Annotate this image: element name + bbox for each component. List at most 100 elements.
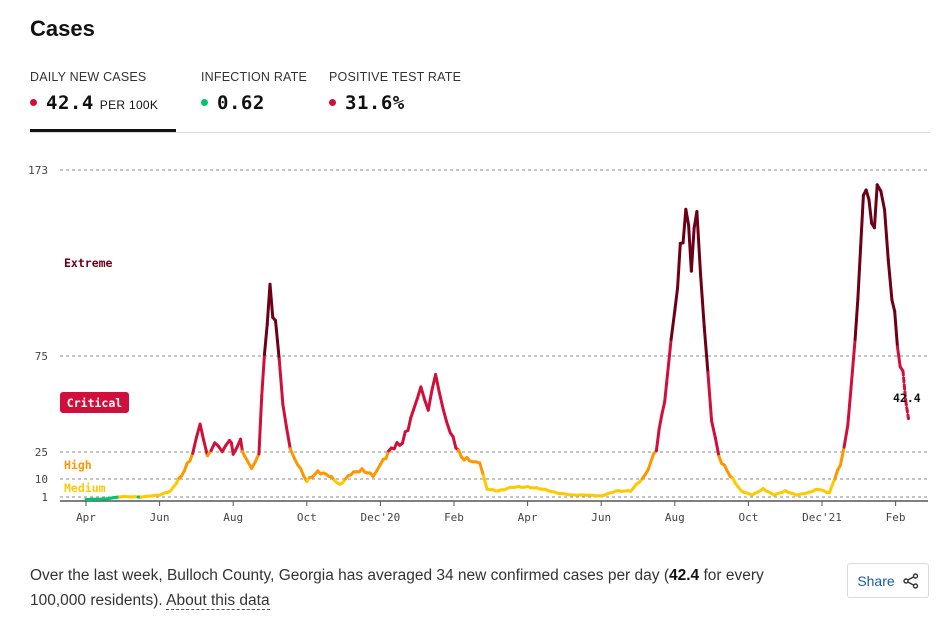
series-line-segment [842, 424, 850, 449]
series-line-segment [867, 197, 874, 225]
y-tick-label: 10 [35, 473, 48, 486]
series-line-segment [478, 461, 485, 478]
series-line-segment [879, 189, 887, 212]
series-line-segment [864, 188, 871, 201]
summary-bold-value: 42.4 [669, 567, 700, 584]
series-line-segment [281, 403, 289, 430]
last-value-label: 42.4 [893, 391, 921, 405]
series-line-segment [853, 297, 860, 341]
series-line-segment [886, 258, 894, 302]
series-line-segment [198, 422, 206, 443]
risk-label-critical: Critical [67, 396, 122, 410]
series-line-segment [893, 309, 899, 349]
series-line-segment [657, 412, 664, 431]
x-tick-label: Feb [444, 511, 464, 524]
series-line-segment [274, 319, 281, 361]
series-line-segment [833, 468, 840, 481]
risk-badge-critical [60, 392, 129, 413]
x-tick-label: Apr [518, 511, 538, 524]
series-line-segment [426, 388, 434, 412]
x-tick-label: Aug [665, 511, 685, 524]
tab-positive-test-rate[interactable]: POSITIVE TEST RATE 31.6% [329, 70, 461, 114]
x-tick-label: Apr [76, 511, 96, 524]
summary-text: Over the last week, Bulloch County, Geor… [30, 563, 810, 613]
risk-label-high: High [64, 458, 92, 472]
series-line-segment [710, 419, 717, 440]
positive-test-rate-value: 31.6% [345, 92, 405, 114]
series-line-segment [706, 371, 714, 423]
series-line-segment [673, 286, 680, 313]
x-tick-label: Dec'21 [802, 511, 842, 524]
series-line-segment [451, 435, 458, 450]
series-line-segment [400, 430, 407, 445]
series-line-segment [412, 397, 419, 412]
series-line-segment [904, 399, 910, 421]
tab-infection-rate[interactable]: INFECTION RATE 0.62 [201, 70, 307, 114]
series-line-segment [288, 447, 296, 459]
x-tick-label: Oct [297, 511, 317, 524]
series-line-segment [481, 474, 489, 491]
series-line-segment [239, 437, 244, 453]
series-line-segment [702, 325, 710, 375]
x-tick-label: Jun [150, 511, 170, 524]
series-line-segment [419, 385, 427, 401]
tab-daily-new-cases[interactable]: DAILY NEW CASES 42.4 PER 100K [30, 70, 176, 132]
series-line-segment [872, 183, 879, 230]
series-line-segment [268, 282, 275, 319]
x-tick-label: Jun [591, 511, 611, 524]
tab-label: INFECTION RATE [201, 70, 308, 84]
cases-chart: 1 10 25 75 173 Apr Jun Aug Oct Dec'20 Feb Apr Jun Aug… [28, 164, 928, 524]
series-line-segment [859, 193, 865, 249]
series-line-segment [895, 345, 902, 369]
status-dot [30, 99, 37, 107]
y-tick-label: 1 [41, 491, 48, 504]
summary-text-before: Over the last week, Bulloch County, Geor… [30, 567, 669, 584]
series-line-segment [669, 309, 677, 341]
share-icon [902, 572, 918, 589]
summary-text-after: for every 100,000 residents). [30, 567, 764, 609]
tab-label: POSITIVE TEST RATE [329, 70, 462, 84]
y-tick-label: 75 [35, 350, 48, 363]
series-line-segment [676, 241, 682, 290]
x-tick-label: Dec'20 [361, 511, 401, 524]
x-tick-label: Feb [886, 511, 906, 524]
share-button[interactable]: Share [847, 563, 929, 598]
series-line-segment [838, 445, 846, 467]
share-label: Share [857, 572, 895, 589]
series-line-segment [849, 337, 857, 385]
status-dot [329, 99, 336, 107]
series-line-segment [202, 439, 209, 458]
series-line-segment [260, 352, 266, 398]
series-line-segment [713, 436, 721, 458]
series-line-segment [406, 416, 413, 432]
series-line-segment [901, 369, 908, 403]
series-line-segment [689, 226, 696, 273]
series-line-segment [441, 406, 449, 424]
series-line-segment [277, 357, 285, 407]
unit-label: PER 100K [99, 98, 159, 112]
y-tick-label: 173 [28, 164, 48, 177]
series-line-segment [437, 390, 445, 410]
tab-label: DAILY NEW CASES [30, 70, 147, 84]
series-line-segment [856, 245, 863, 301]
series-line-segment [434, 373, 441, 394]
series-line-segment [695, 209, 703, 276]
series-line-segment [663, 373, 669, 404]
series-line-segment [883, 208, 890, 262]
series-line-segment [285, 426, 292, 451]
series-line-segment [191, 436, 198, 455]
infection-rate-value: 0.62 [217, 92, 265, 114]
series-line-segment [660, 400, 667, 416]
series-line-segment [445, 420, 452, 435]
x-tick-label: Oct [738, 511, 758, 524]
metric-tabs: DAILY NEW CASES 42.4 PER 100K INFECTION R… [30, 70, 930, 133]
about-data-link[interactable]: About this data [166, 592, 270, 610]
series-line-segment [665, 337, 673, 377]
series-line-segment [262, 322, 269, 356]
risk-label-medium: Medium [64, 481, 106, 495]
series-line-segment [699, 272, 706, 329]
daily-cases-value: 42.4 [46, 92, 94, 114]
status-dot [201, 99, 208, 107]
series-line-segment [257, 394, 264, 456]
page-title: Cases [30, 16, 95, 41]
